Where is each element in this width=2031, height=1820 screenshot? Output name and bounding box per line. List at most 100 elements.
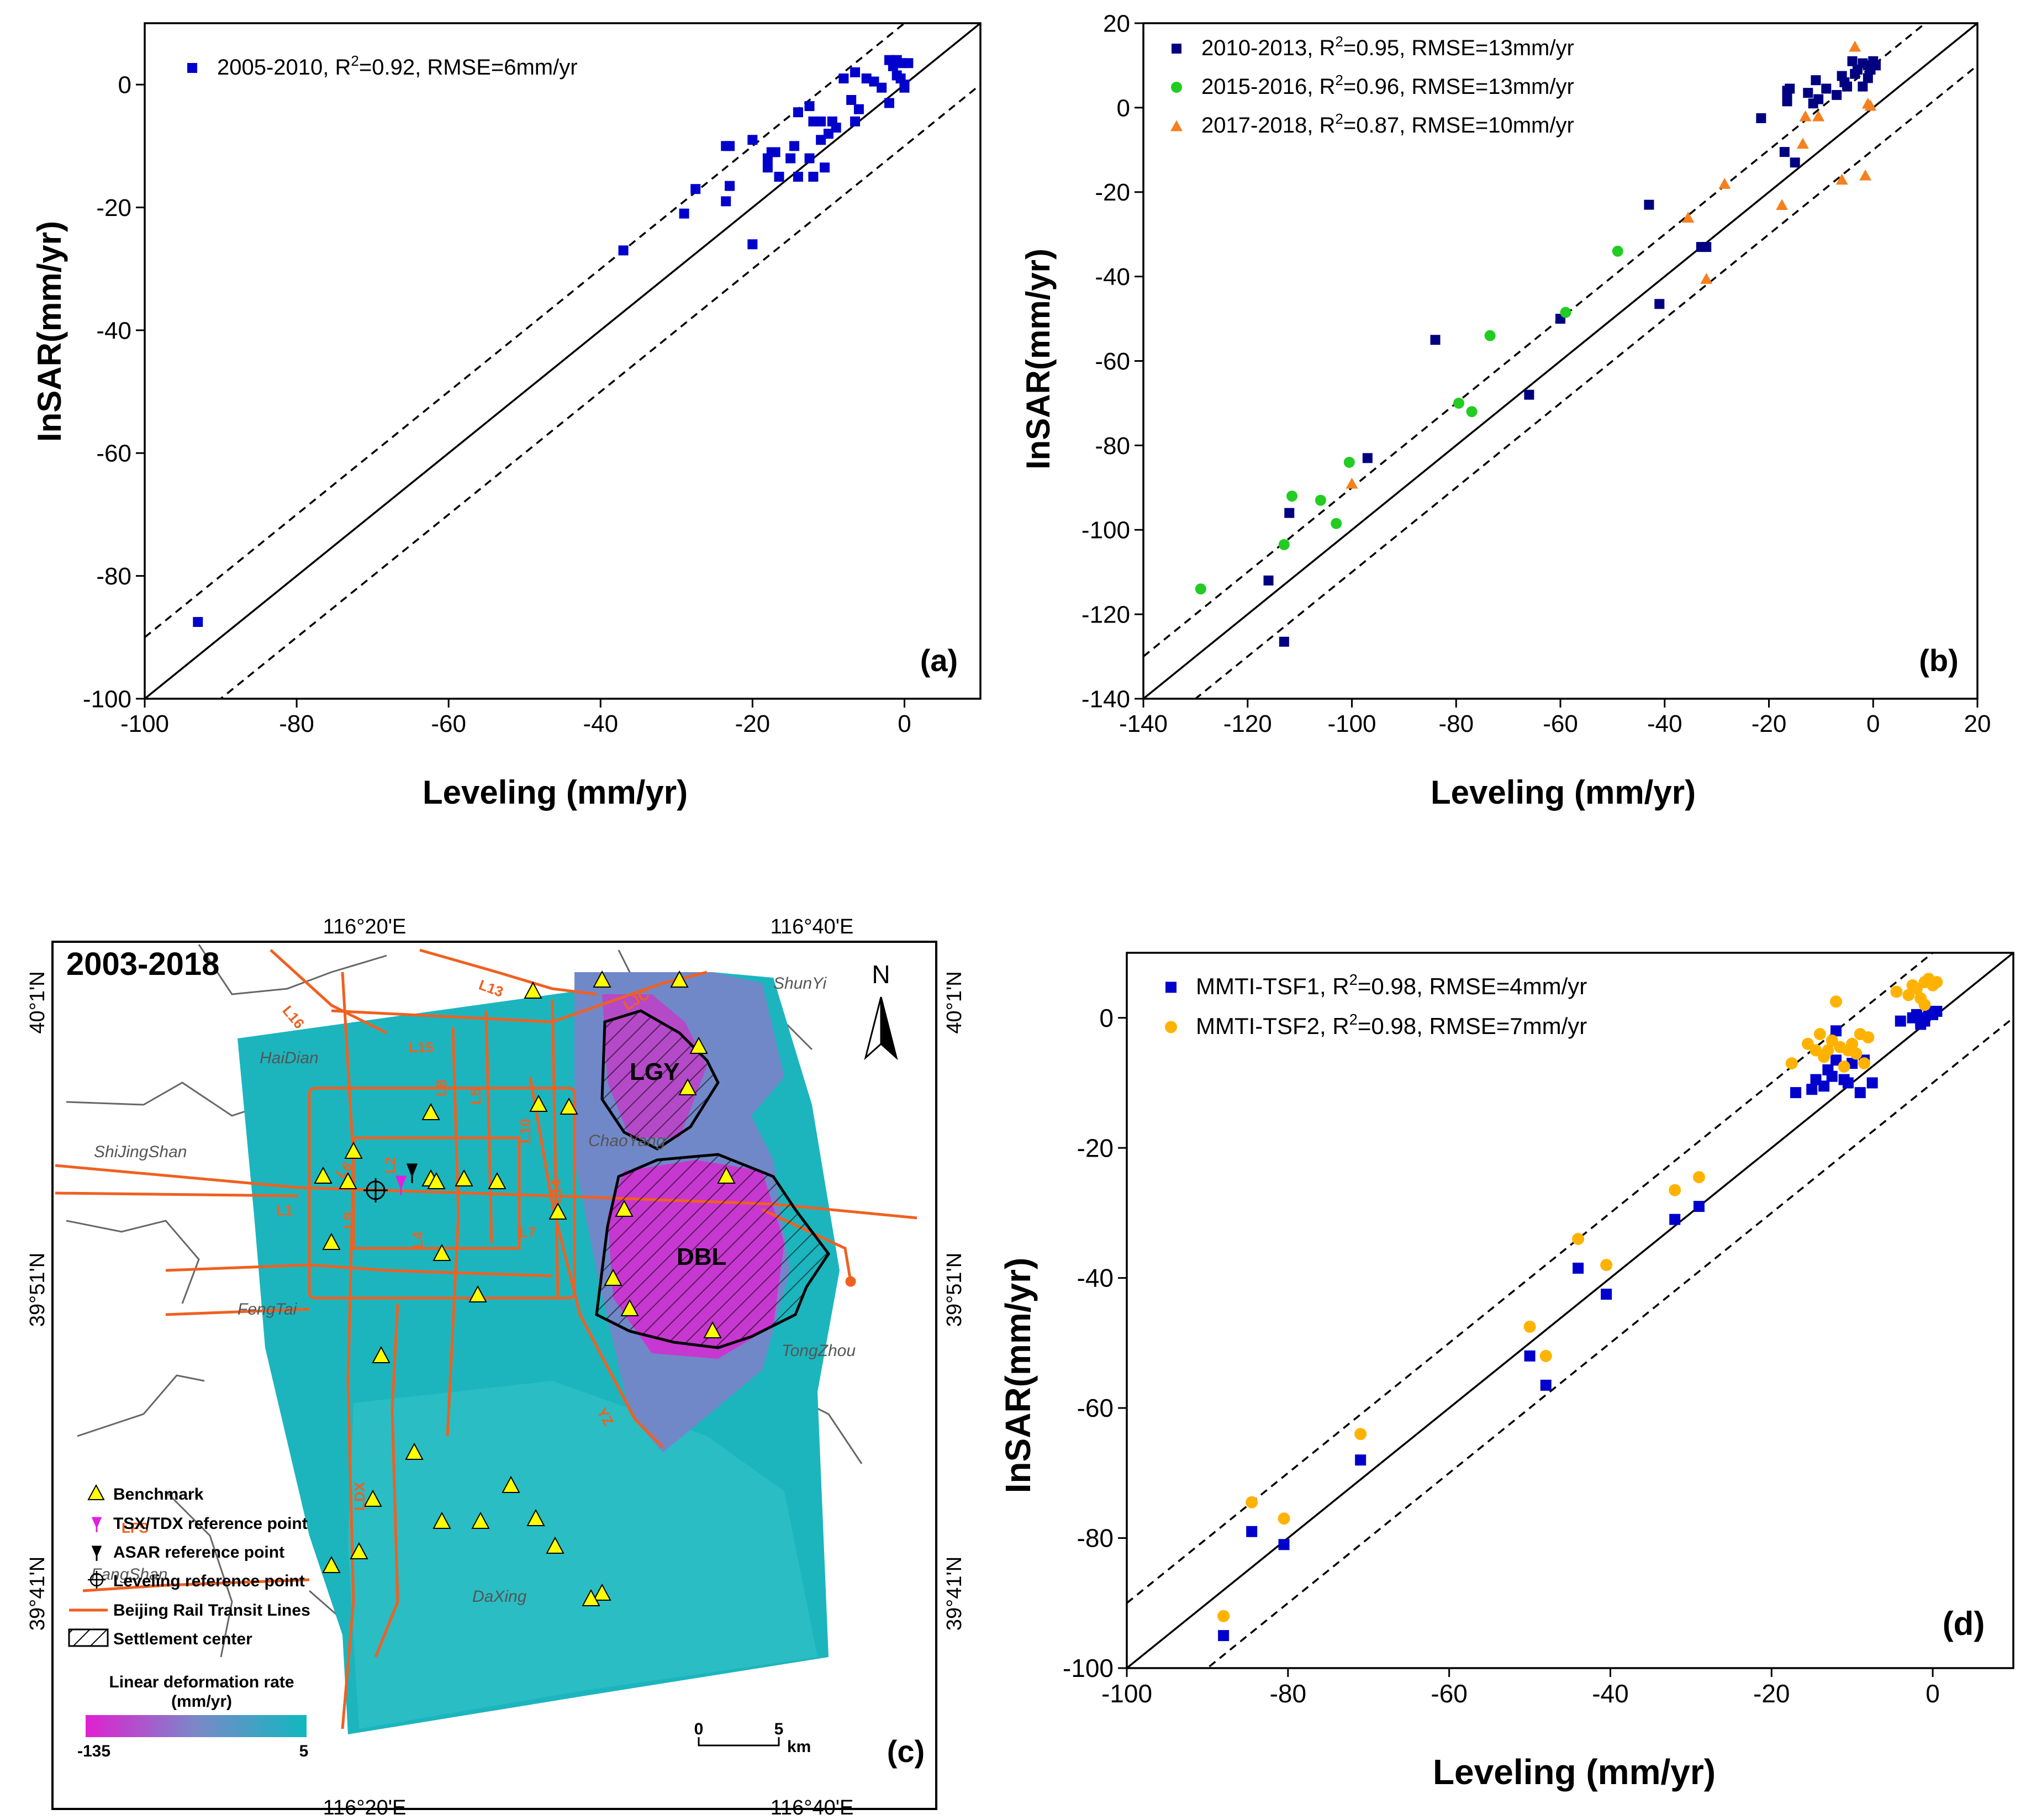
panel-b-ytick-label: -60 — [1095, 348, 1130, 375]
legend-asar-label: ASAR reference point — [113, 1543, 284, 1561]
benchmark-triangle-icon — [620, 1299, 639, 1316]
panel-a-s0-point — [193, 617, 203, 627]
panel-b-s1-point — [1466, 406, 1478, 418]
north-arrow-label: N — [872, 960, 890, 989]
panel-a-s0-point — [816, 135, 826, 145]
legend-tsx-icon — [91, 1517, 102, 1532]
benchmark-triangle-icon — [502, 1475, 520, 1493]
legend-settlement-label: Settlement center — [113, 1630, 252, 1648]
panel-d-s1-point — [1858, 1057, 1871, 1070]
panel-d-xtick-label: -40 — [1592, 1679, 1628, 1708]
lat-left-1: 40°1'N — [26, 971, 49, 1033]
panel-a-s0-point — [793, 107, 803, 118]
panel-d-s1-point — [1813, 1028, 1826, 1041]
panel-d-s0-point — [1842, 1077, 1854, 1089]
panel-d-refline-0 — [1127, 953, 2013, 1668]
colorbar-max-label: 5 — [299, 1742, 309, 1760]
panel-a-s0-point — [884, 98, 894, 108]
panel-a-s0-point — [747, 239, 758, 250]
panel-b-legend-marker-0 — [1172, 44, 1181, 54]
lat-left-2: 39°51'N — [26, 1253, 49, 1327]
lat-right-2: 39°51'N — [943, 1253, 966, 1327]
panel-b-xtick-label: -80 — [1438, 710, 1474, 737]
panel-b-s0-point — [1832, 89, 1842, 100]
panel-b-ytick-label: -120 — [1082, 602, 1130, 629]
panel-b-s0-point — [1803, 88, 1813, 98]
panel-b-scatter: -140 -120 -100 -80 -60 -40 -20 0 20 -140 -120 -100 -… — [1020, 10, 1991, 811]
district-label-fangshan: FangShan — [91, 1565, 167, 1584]
benchmark-triangle-icon — [339, 1172, 357, 1189]
panel-a-s0-point — [804, 101, 815, 112]
settlement-center-dbl — [595, 1153, 831, 1349]
panel-d-s0-point — [1895, 1015, 1906, 1027]
panel-d-s0-point — [1790, 1087, 1802, 1099]
panel-d-s0-point — [1278, 1539, 1290, 1550]
panel-d-s1-point — [1838, 1061, 1850, 1073]
legend-leveling-label: Leveling reference point — [113, 1572, 305, 1590]
benchmark-triangle-icon — [427, 1172, 446, 1189]
panel-d-s1-point — [1692, 1171, 1705, 1184]
panel-b-s2-point — [1796, 138, 1809, 149]
panel-b-s0-point — [1284, 508, 1295, 518]
panel-a-s0-point — [853, 104, 864, 114]
legend-asar-icon — [91, 1545, 102, 1561]
line-label-l5: L5 — [467, 1088, 484, 1105]
panel-d-legend-marker-1 — [1165, 1021, 1177, 1033]
benchmark-triangle-icon — [593, 1583, 611, 1601]
benchmark-triangle-icon — [432, 1511, 451, 1529]
settlement-label-lgy: LGY — [630, 1058, 679, 1085]
benchmark-triangle-icon — [560, 1097, 578, 1115]
panel-b-s2-point — [1718, 178, 1731, 189]
lon-top-2: 116°40'E — [771, 915, 854, 938]
benchmark-triangle-icon — [703, 1321, 722, 1338]
line-label-l15: L15 — [409, 1039, 434, 1056]
line-label-l9: L9 — [340, 1212, 357, 1229]
benchmark-triangle-icon — [468, 1285, 487, 1302]
panel-b-s0-point — [1863, 73, 1873, 83]
panel-b-s0-point — [1644, 199, 1654, 210]
panel-b-ytick-label: 20 — [1103, 10, 1130, 37]
panel-a-xtick-label: -40 — [583, 710, 618, 737]
panel-a-s0-point — [895, 58, 906, 68]
benchmark-triangle-icon — [344, 1141, 363, 1159]
panel-d-legend-marker-0 — [1165, 982, 1177, 993]
panel-b-s2-point — [1346, 477, 1358, 489]
panel-a-s0-point — [869, 76, 879, 87]
panel-b-s2-point — [1799, 110, 1812, 122]
panel-d-s1-point — [1846, 1037, 1859, 1050]
panel-a-s0-point — [903, 58, 914, 68]
panel-d-s1-point — [1822, 1044, 1834, 1057]
benchmark-triangle-icon — [593, 970, 611, 988]
panel-d-s0-point — [1601, 1289, 1612, 1300]
panel-c-label: (c) — [887, 1734, 925, 1769]
panel-d-xtick-label: -80 — [1270, 1679, 1306, 1708]
panel-b-s0-point — [1785, 83, 1795, 94]
panel-a-label: (a) — [920, 643, 958, 678]
panel-d-s1-point — [1523, 1320, 1536, 1333]
panel-d-s0-point — [1818, 1080, 1830, 1092]
panel-d-s0-point — [1669, 1214, 1681, 1225]
benchmark-triangle-icon — [314, 1166, 333, 1184]
panel-b-legend-marker-2 — [1170, 120, 1183, 131]
panel-a-axes-frame — [144, 22, 982, 700]
panel-a-ylabel: InSAR(mm/yr) — [31, 221, 68, 442]
panel-b-s1-point — [1315, 494, 1326, 506]
panel-b-s2-point — [1849, 40, 1861, 52]
panel-b-xtick-label: -120 — [1223, 710, 1272, 737]
scale-bar — [698, 1737, 780, 1747]
panel-d-s1-point — [1785, 1057, 1798, 1070]
settlement-center-lgy — [600, 1009, 720, 1151]
panel-d-xtick-label: -100 — [1101, 1679, 1152, 1708]
benchmark-triangle-icon — [488, 1172, 507, 1189]
benchmark-triangle-icon — [432, 1243, 451, 1261]
panel-a-s0-point — [861, 73, 872, 84]
benchmark-triangle-icon — [363, 1489, 382, 1507]
lat-left-3: 39°41'N — [26, 1557, 49, 1631]
panel-a-s0-point — [838, 73, 849, 84]
benchmark-triangle-icon — [372, 1346, 391, 1363]
panel-d-s0-point — [1218, 1630, 1230, 1642]
panel-a-xtick-label: 0 — [898, 710, 911, 737]
panel-d-s0-point — [1524, 1350, 1536, 1362]
colorbar-min-label: -135 — [77, 1742, 110, 1760]
panel-d-s0-point — [1830, 1054, 1842, 1066]
